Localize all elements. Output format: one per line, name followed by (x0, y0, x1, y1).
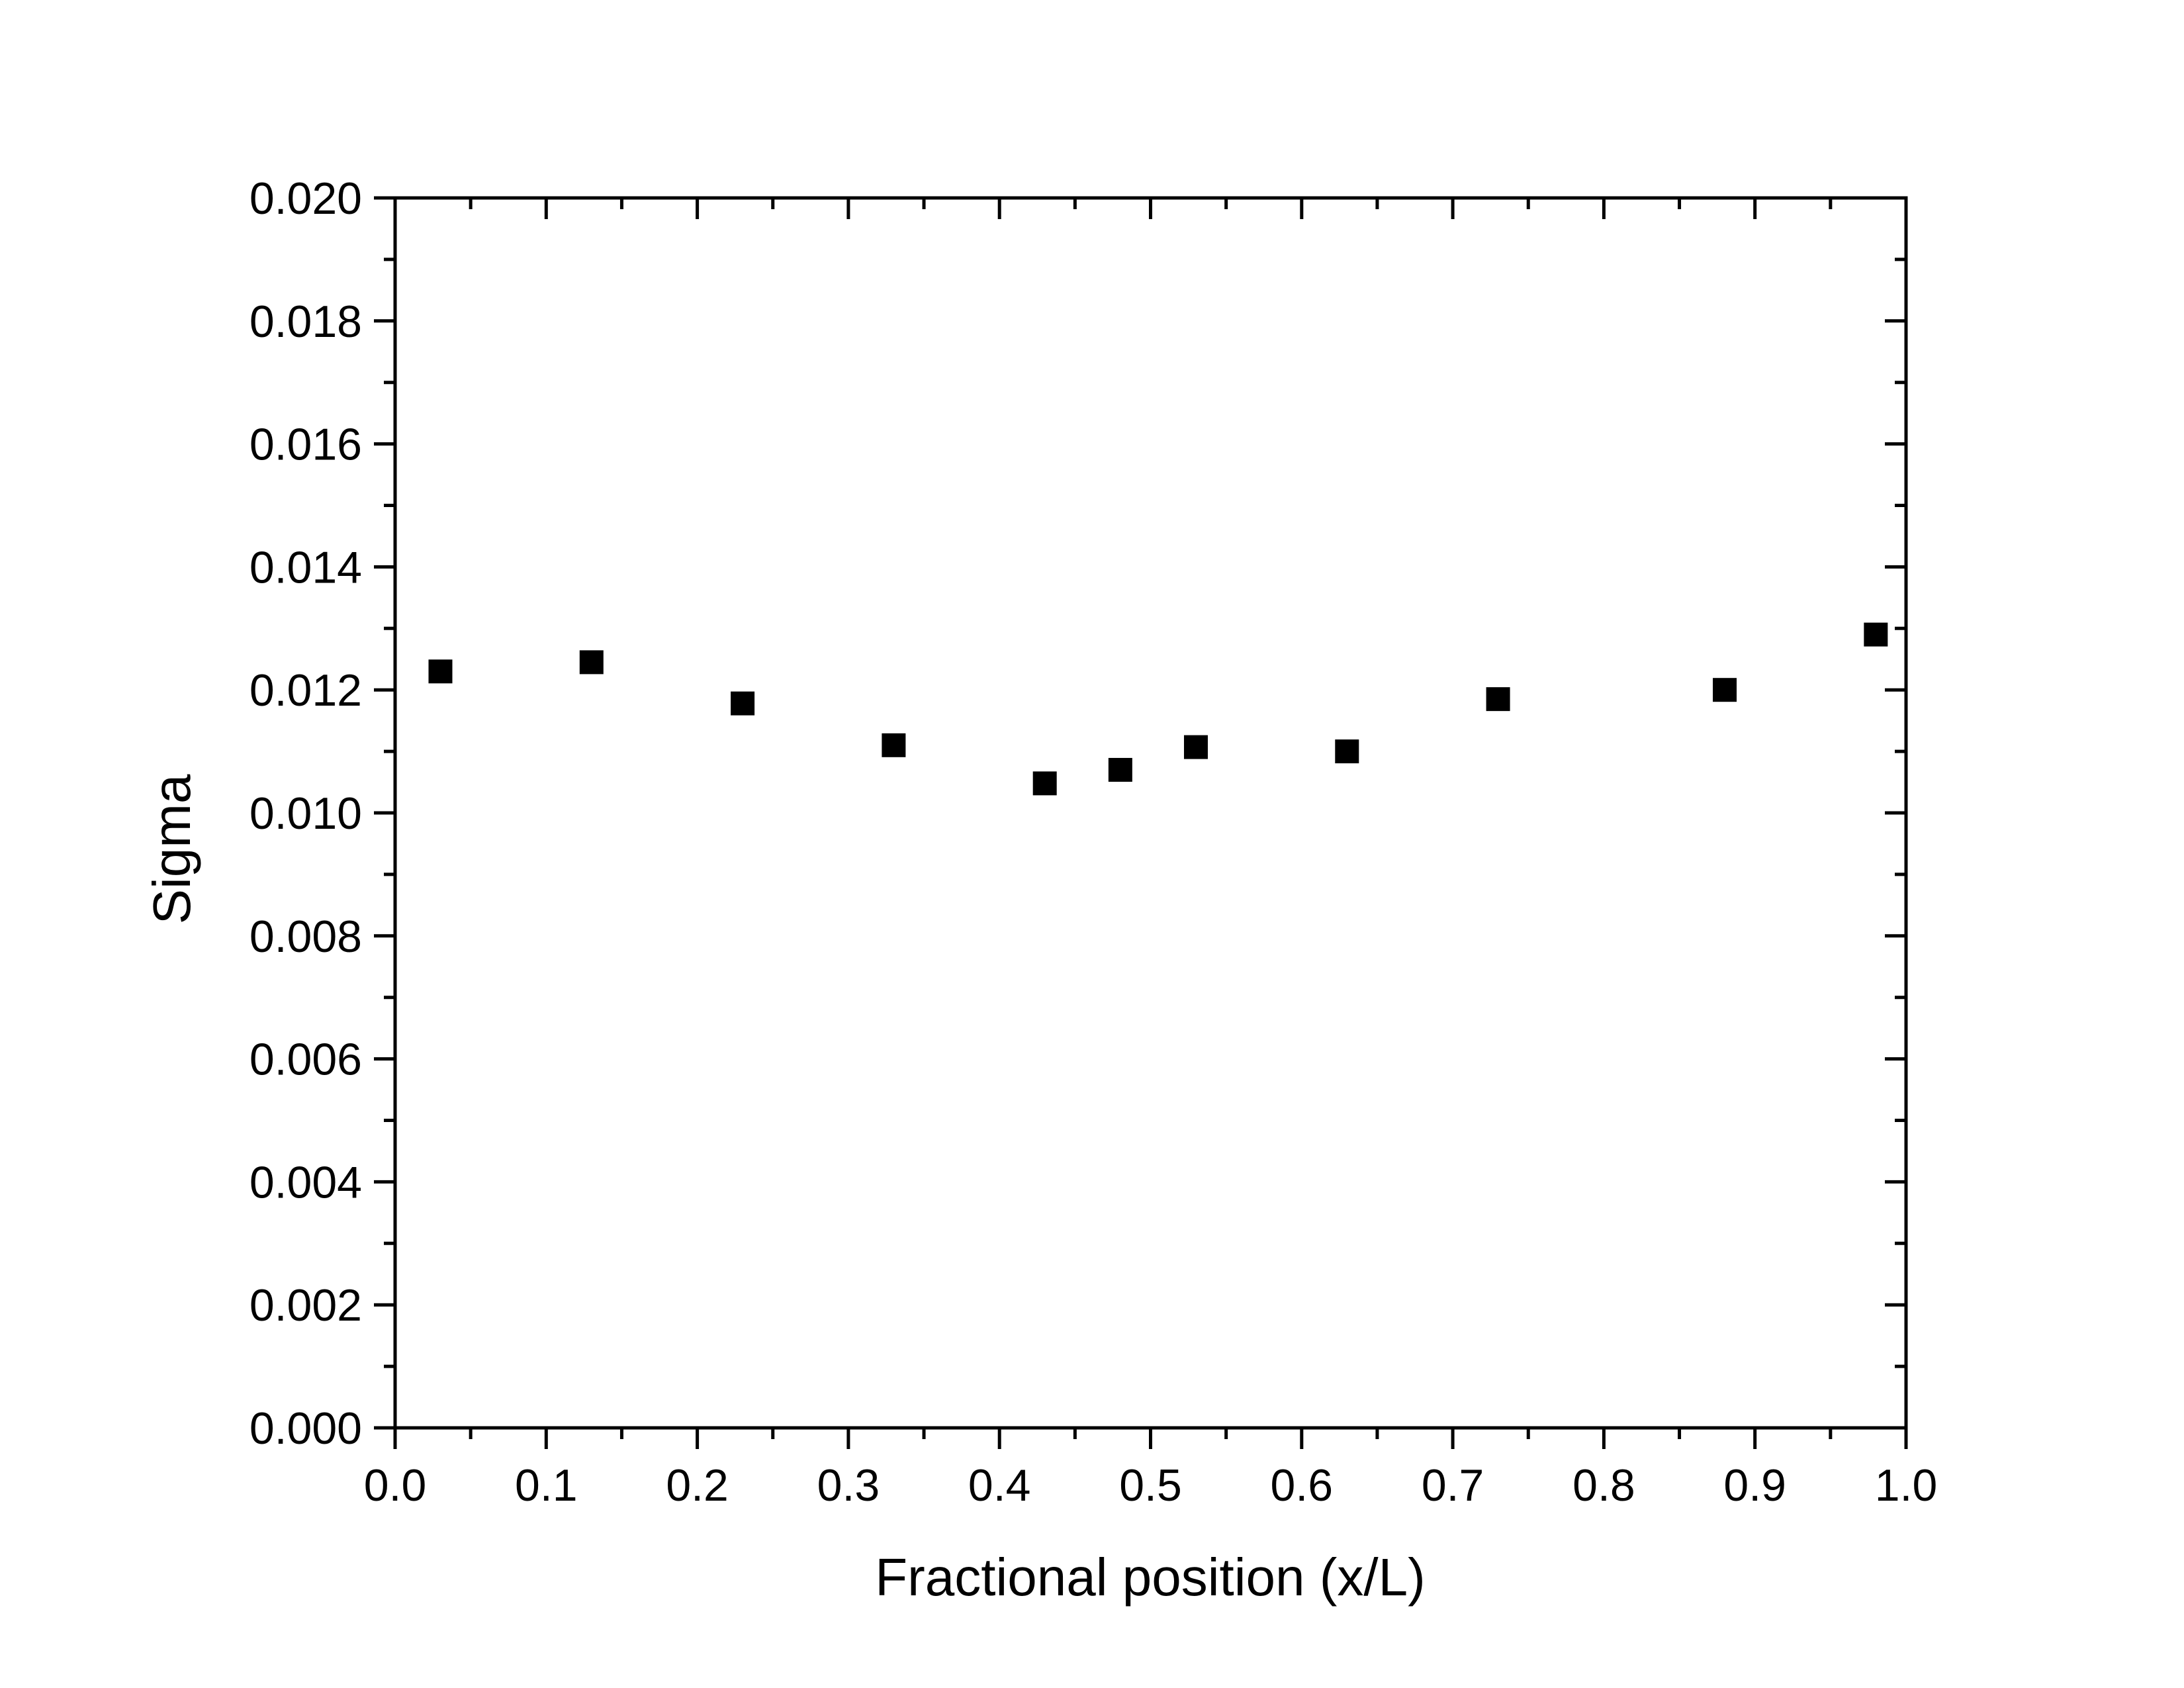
y-tick-label: 0.004 (250, 1157, 362, 1207)
x-tick-label: 0.7 (1422, 1460, 1484, 1511)
y-axis-title: Sigma (142, 774, 201, 924)
data-point (428, 659, 453, 684)
data-point (1183, 735, 1208, 759)
x-tick-label: 1.0 (1875, 1460, 1938, 1511)
data-point (1486, 687, 1510, 712)
data-point (1713, 678, 1737, 702)
x-tick-label: 0.0 (364, 1460, 427, 1511)
x-tick-label: 0.8 (1572, 1460, 1635, 1511)
y-tick-label: 0.014 (250, 542, 362, 592)
data-point (882, 733, 906, 757)
axis-ticks (374, 196, 1908, 1449)
x-tick-label: 0.2 (666, 1460, 729, 1511)
y-tick-label: 0.020 (250, 173, 362, 224)
y-tick-label: 0.000 (250, 1403, 362, 1454)
data-point (1335, 739, 1359, 764)
data-point (1864, 622, 1888, 647)
data-point (1108, 757, 1132, 782)
y-tick-label: 0.018 (250, 297, 362, 347)
x-axis-title: Fractional position (x/L) (875, 1548, 1425, 1607)
x-tick-label: 0.5 (1119, 1460, 1182, 1511)
data-points (428, 622, 1888, 796)
x-tick-label: 0.1 (515, 1460, 578, 1511)
x-tick-label: 0.3 (817, 1460, 880, 1511)
tick-labels: 0.0 0.1 0.2 0.3 0.4 0.5 0.6 0.7 0.8 0.9 1.0 0.000 0.… (250, 173, 1937, 1511)
y-tick-label: 0.012 (250, 665, 362, 716)
y-tick-label: 0.002 (250, 1280, 362, 1331)
plot-frame (393, 196, 1908, 1430)
y-tick-label: 0.016 (250, 420, 362, 470)
data-point (731, 691, 755, 716)
y-tick-label: 0.008 (250, 912, 362, 962)
x-tick-label: 0.6 (1271, 1460, 1334, 1511)
y-tick-label: 0.010 (250, 788, 362, 839)
data-point (579, 650, 604, 675)
y-tick-label: 0.006 (250, 1035, 362, 1085)
data-point (1032, 771, 1057, 796)
x-tick-label: 0.4 (968, 1460, 1031, 1511)
x-tick-label: 0.9 (1723, 1460, 1786, 1511)
